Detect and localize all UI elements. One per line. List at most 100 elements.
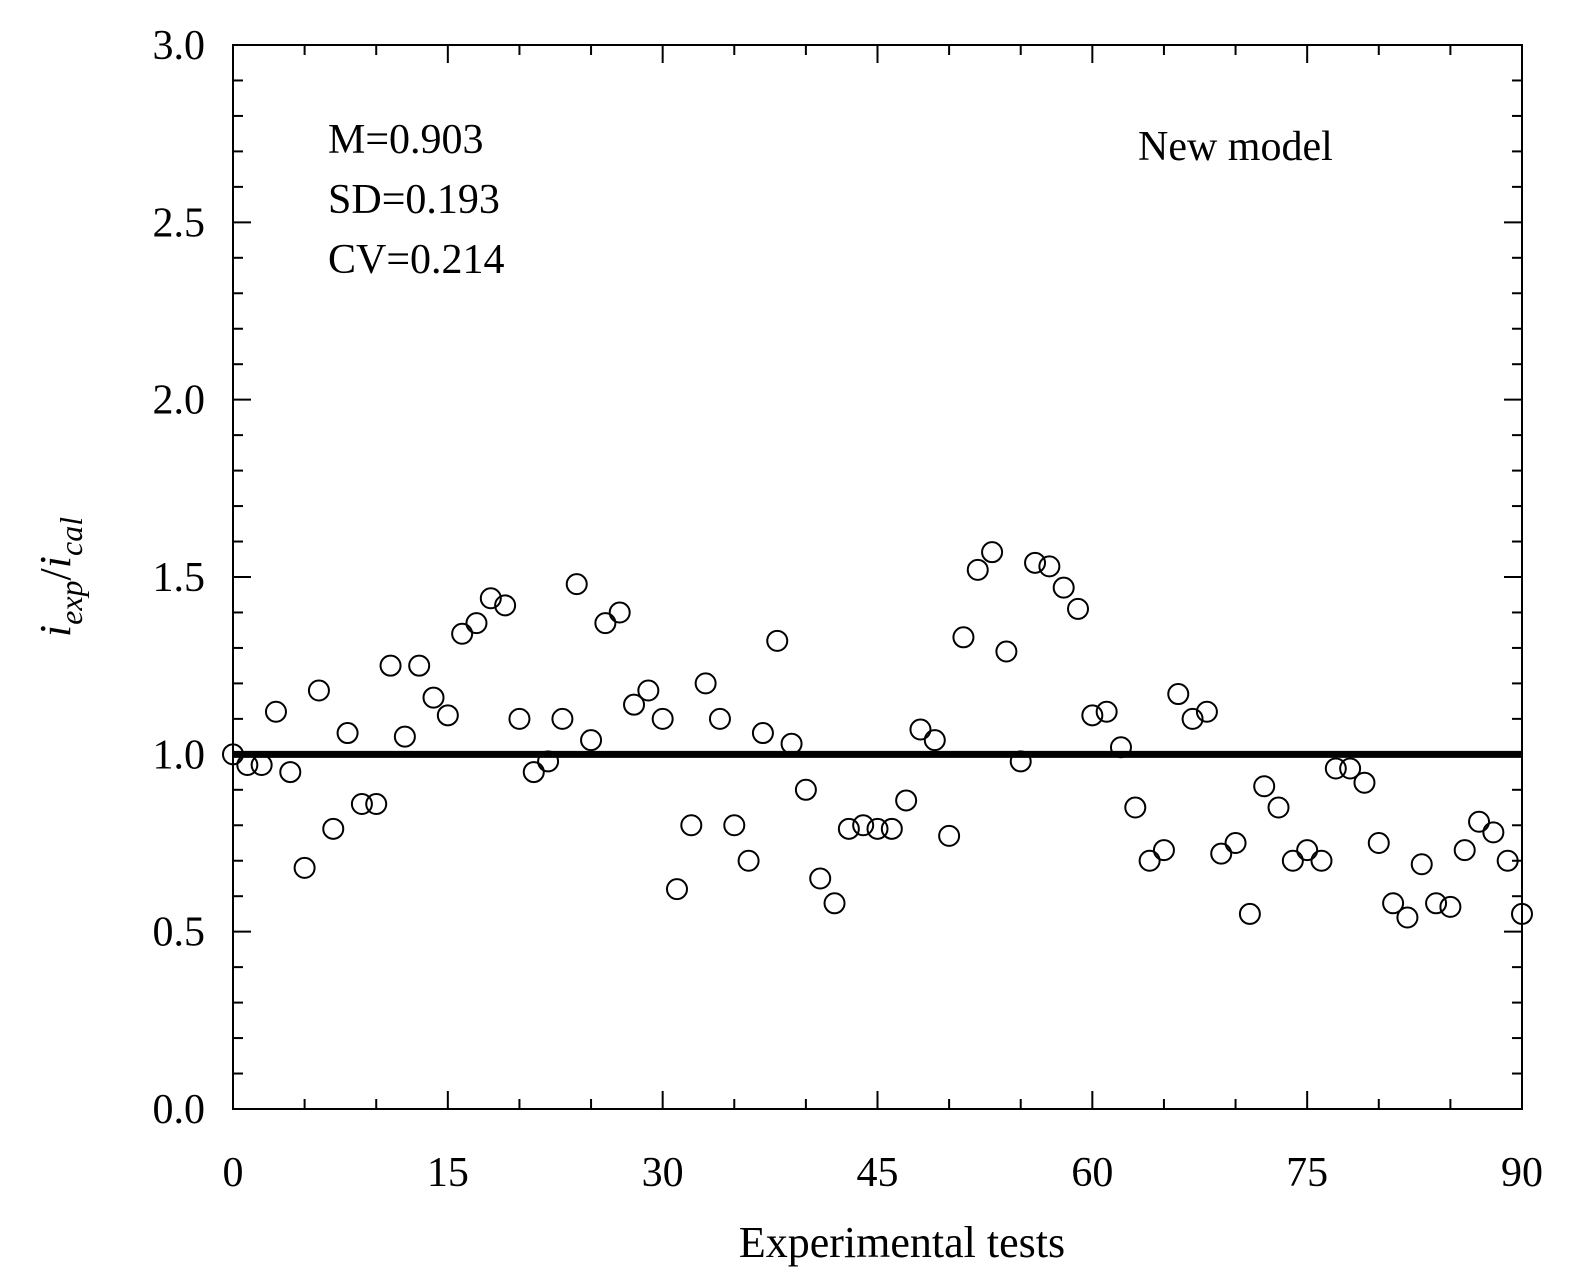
- data-point: [365, 792, 388, 815]
- data-point: [637, 679, 660, 702]
- plot-frame: [232, 44, 1523, 1110]
- y-tick-label: 0.5: [153, 910, 206, 956]
- x-tick-labels: 0 15 30 45 60 75 90: [223, 1150, 1544, 1196]
- data-point: [1138, 849, 1161, 872]
- data-point: [1124, 796, 1147, 819]
- data-point: [1109, 736, 1132, 759]
- data-point: [1367, 832, 1390, 854]
- data-point: [250, 753, 273, 776]
- stat-sd: SD=0.193: [328, 177, 500, 223]
- data-point: [995, 640, 1018, 663]
- data-point: [537, 750, 560, 773]
- data-point: [1253, 775, 1276, 798]
- data-point: [1095, 700, 1118, 723]
- data-point: [866, 817, 889, 840]
- data-point: [1425, 892, 1448, 915]
- data-point: [909, 718, 932, 741]
- data-point: [1224, 832, 1247, 854]
- x-tick-label: 90: [1501, 1150, 1543, 1196]
- data-point: [665, 878, 688, 901]
- data-point: [264, 700, 287, 723]
- data-point: [522, 761, 545, 784]
- data-point: [966, 558, 989, 581]
- y-tick-label: 1.5: [153, 555, 206, 601]
- data-point: [981, 541, 1004, 564]
- data-point: [952, 626, 975, 649]
- data-point: [1281, 849, 1304, 872]
- data-point: [293, 856, 316, 879]
- data-point: [565, 573, 588, 596]
- data-point: [680, 814, 703, 837]
- data-point: [236, 753, 259, 776]
- data-point: [1238, 902, 1261, 925]
- data-point: [580, 729, 603, 752]
- data-point: [1410, 853, 1433, 876]
- data-point: [837, 817, 860, 840]
- data-point: [494, 594, 517, 617]
- data-point: [1210, 842, 1233, 865]
- data-point: [1081, 704, 1104, 727]
- data-point: [1339, 757, 1362, 780]
- data-point: [1453, 839, 1476, 862]
- x-tick-label: 15: [427, 1150, 469, 1196]
- data-point: [1396, 906, 1419, 929]
- data-point: [1310, 849, 1333, 872]
- data-point: [766, 629, 789, 652]
- data-point: [408, 654, 431, 677]
- data-point: [1468, 810, 1491, 833]
- data-point: [880, 817, 903, 840]
- data-point: [465, 612, 488, 635]
- data-point: [694, 672, 717, 695]
- data-point: [1024, 551, 1047, 574]
- data-point: [322, 817, 345, 840]
- data-point: [451, 622, 474, 645]
- legend-label: New model: [1138, 124, 1333, 170]
- data-points: [222, 541, 1533, 929]
- data-point: [551, 707, 574, 730]
- data-point: [1267, 796, 1290, 819]
- data-point: [594, 612, 617, 635]
- data-point: [794, 778, 817, 801]
- data-point: [1181, 707, 1204, 730]
- data-point: [479, 587, 502, 610]
- data-point: [279, 761, 302, 784]
- data-point: [608, 601, 631, 624]
- x-axis-title: Experimental tests: [739, 1218, 1065, 1267]
- x-tick-label: 0: [223, 1150, 244, 1196]
- data-point: [923, 729, 946, 752]
- data-point: [1167, 683, 1190, 706]
- data-point: [780, 732, 803, 755]
- data-point: [1038, 555, 1061, 578]
- y-tick-label: 3.0: [153, 23, 206, 69]
- stat-cv: CV=0.214: [328, 237, 505, 283]
- data-point: [436, 704, 459, 727]
- y-axis-title-sub1: exp: [53, 580, 89, 624]
- data-point: [379, 654, 402, 677]
- data-point: [1195, 700, 1218, 723]
- data-point: [708, 707, 731, 730]
- x-tick-label: 60: [1071, 1150, 1113, 1196]
- x-tick-label: 45: [857, 1150, 899, 1196]
- y-tick-label: 1.0: [153, 732, 206, 778]
- data-point: [1067, 597, 1090, 620]
- data-point: [350, 792, 373, 815]
- stat-mean: M=0.903: [328, 117, 484, 163]
- data-point: [336, 722, 359, 745]
- data-point: [623, 693, 646, 716]
- data-point: [508, 707, 531, 730]
- data-point: [809, 867, 832, 890]
- data-point: [1496, 849, 1519, 872]
- data-point: [1353, 771, 1376, 794]
- y-axis-title-slash: /: [31, 567, 80, 580]
- data-point: [1152, 839, 1175, 862]
- x-tick-label: 75: [1286, 1150, 1328, 1196]
- data-point: [1439, 895, 1462, 918]
- data-point: [1382, 892, 1405, 915]
- data-point: [1009, 750, 1032, 773]
- y-tick-label: 0.0: [153, 1087, 206, 1133]
- y-tick-label: 2.5: [153, 200, 206, 246]
- y-tick-labels: 0.0 0.5 1.0 1.5 2.0 2.5 3.0: [153, 23, 206, 1133]
- y-axis-title-sub2: cal: [53, 517, 89, 556]
